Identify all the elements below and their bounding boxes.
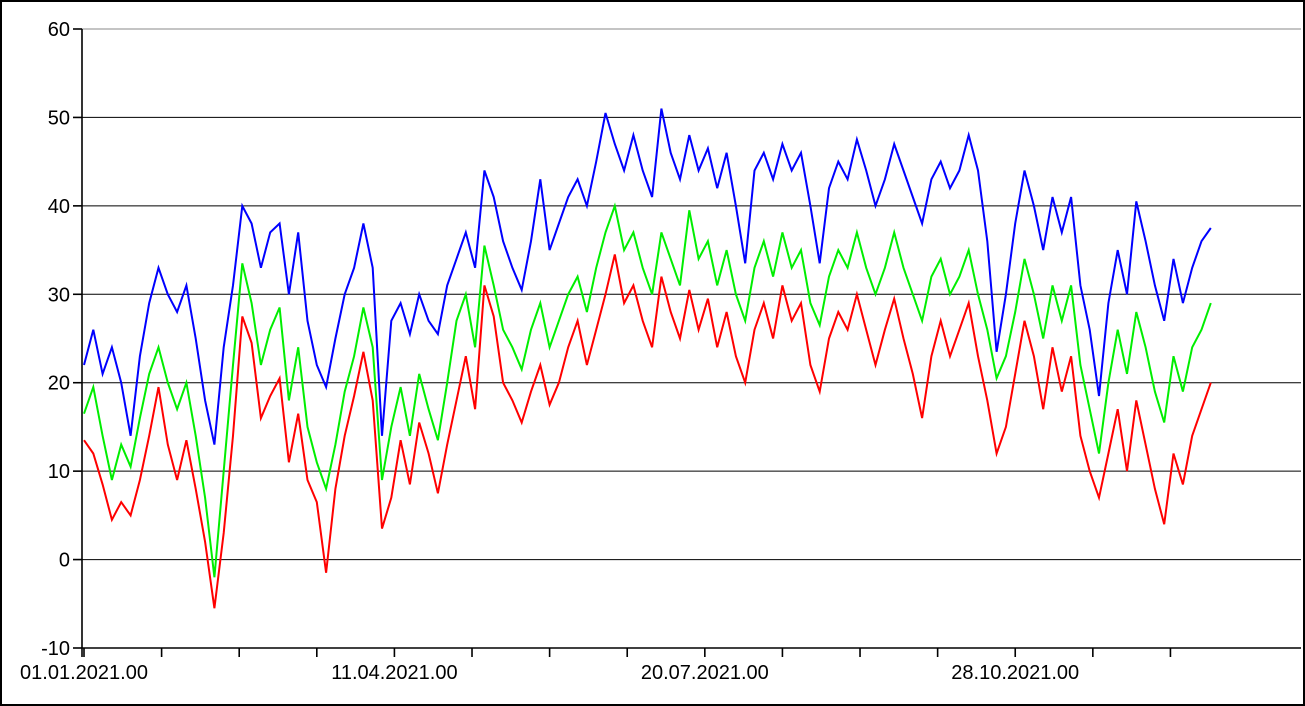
y-tick-label: 0 — [59, 550, 70, 572]
x-tick-label: 11.04.2021.00 — [331, 662, 457, 684]
y-tick-label: -10 — [41, 638, 70, 660]
series-line-green — [83, 202, 1212, 578]
series-line-blue — [83, 108, 1212, 445]
y-tick-label: 40 — [48, 196, 70, 218]
x-tick-label: 01.01.2021.00 — [20, 662, 148, 684]
y-tick-label: 20 — [48, 373, 70, 395]
y-tick-label: 50 — [48, 107, 70, 129]
y-tick-label: 30 — [48, 284, 70, 306]
x-tick-label: 20.07.2021.00 — [641, 662, 769, 684]
series-line-red — [83, 254, 1212, 609]
x-tick-label: 28.10.2021.00 — [951, 662, 1079, 684]
y-tick-label: 60 — [48, 19, 70, 41]
y-tick-label: 10 — [48, 461, 70, 483]
